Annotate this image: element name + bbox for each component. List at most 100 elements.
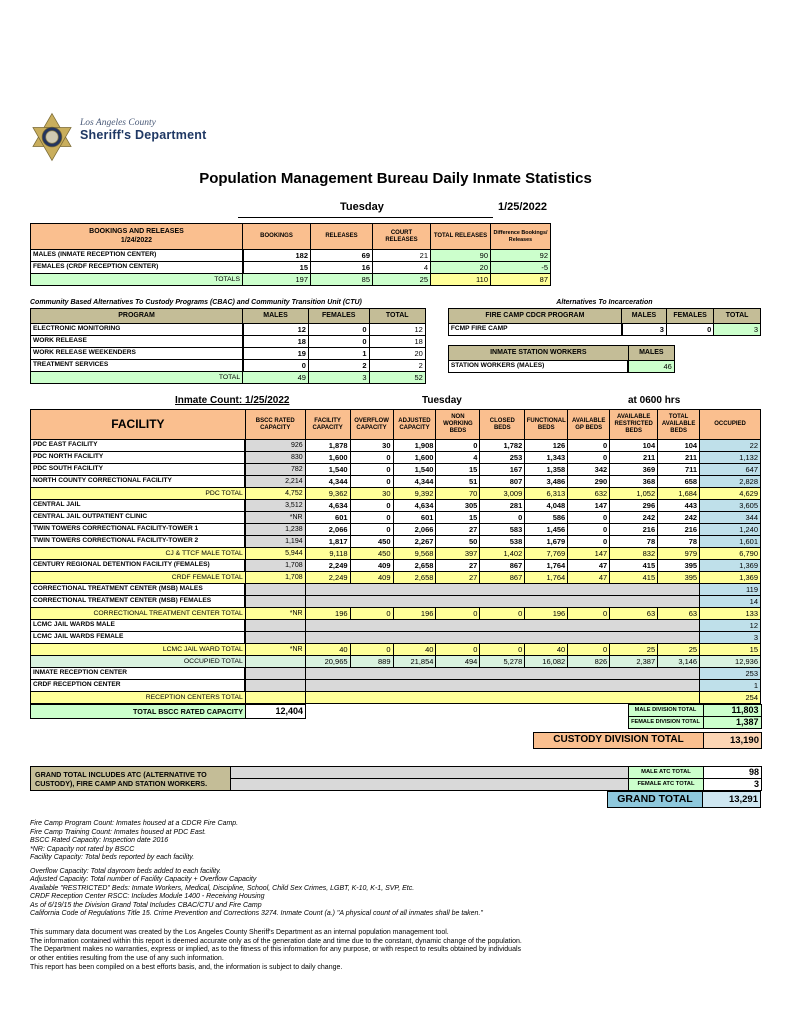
bed-value: 21,854 (392, 655, 437, 668)
bed-value: 450 (349, 547, 394, 560)
bscc-total-table: TOTAL BSCC RATED CAPACITY 12,404 (30, 704, 306, 719)
facility-row: PDC EAST FACILITY 926 1,878 30 1,908 0 1,782 12… (30, 439, 761, 452)
bscc-capacity: 4,752 (244, 487, 306, 500)
table-row: CUSTODY DIVISION TOTAL 13,190 (533, 732, 762, 749)
bscc-capacity: 830 (244, 451, 306, 464)
column-header: TOTAL (713, 308, 761, 324)
bscc-total-label: TOTAL BSCC RATED CAPACITY (30, 704, 246, 719)
footnotes: Fire Camp Program Count: Inmates housed … (30, 820, 761, 919)
bscc-capacity (244, 679, 306, 692)
column-header: FACILITY (30, 409, 246, 440)
facility-row: LCMC JAIL WARD TOTAL *NR 40 0 40 0 0 40 0 25 25 15 (30, 643, 761, 656)
bed-value: 0 (349, 607, 394, 620)
bed-value: 586 (524, 511, 569, 524)
bed-value: 1,402 (479, 547, 526, 560)
total-label: CORRECTIONAL TREATMENT CENTER TOTAL (30, 607, 246, 620)
bscc-capacity: 1,194 (244, 535, 306, 548)
bed-value: 9,392 (392, 487, 437, 500)
column-header: CLOSED BEDS (479, 409, 526, 440)
agency-department: Sheriff's Department (80, 128, 207, 142)
column-header: BOOKINGS (242, 223, 311, 250)
bed-value: 0 (349, 499, 394, 512)
facility-label: NORTH COUNTY CORRECTIONAL FACILITY (30, 475, 247, 488)
bed-value: 196 (524, 607, 569, 620)
bed-value: 0 (479, 607, 526, 620)
column-header: FACILITY CAPACITY (304, 409, 351, 440)
row-label: FCMP FIRE CAMP (447, 323, 623, 336)
table-row: FEMALE DIVISION TOTAL 1,387 (533, 716, 762, 729)
column-header: FEMALES (665, 308, 715, 324)
agency-county: Los Angeles County (80, 118, 156, 128)
bed-value: 47 (567, 571, 611, 584)
facility-label: CENTRAL JAIL OUTPATIENT CLINIC (30, 511, 247, 524)
column-header: AVAILABLE GP BEDS (567, 409, 611, 440)
bookings-value: 182 (242, 249, 311, 262)
facility-label: CENTURY REGIONAL DETENTION FACILITY (FEM… (30, 559, 247, 572)
merged-cell (304, 595, 701, 608)
totals-label: TOTAL (29, 371, 244, 384)
females-value: 0 (307, 335, 370, 348)
footnote-line: Available "RESTRICTED" Beds: Inmate Work… (30, 884, 415, 892)
bookings-totals-row: TOTALS 197 85 25 110 87 (30, 273, 551, 286)
occupied-value: 15 (699, 643, 761, 656)
letterhead: Los Angeles County Sheriff's Department (30, 112, 761, 168)
male-division-value: 11,803 (702, 704, 762, 717)
cbac-table: PROGRAM MALES FEMALES TOTAL ELECTRONIC MONIT… (29, 308, 426, 384)
facility-row: LCMC JAIL WARDS MALE 12 (30, 619, 761, 632)
column-header: TOTAL RELEASES (430, 223, 491, 250)
bscc-capacity (244, 595, 306, 608)
bed-value: 25 (609, 643, 659, 656)
occupied-value: 1,132 (699, 451, 761, 464)
releases-value: 69 (310, 249, 373, 262)
bed-value: 658 (657, 475, 701, 488)
bscc-capacity: 2,214 (244, 475, 306, 488)
facility-row: CENTRAL JAIL 3,512 4,634 0 4,634 305 281 4,048 1… (30, 499, 761, 512)
column-header: FUNCTIONAL BEDS (524, 409, 569, 440)
bscc-capacity: 1,708 (244, 571, 306, 584)
bed-value: 47 (567, 559, 611, 572)
custody-division-label: CUSTODY DIVISION TOTAL (533, 732, 704, 749)
bed-value: 4,344 (392, 475, 437, 488)
bscc-capacity (244, 655, 306, 668)
grand-total-section: GRAND TOTAL INCLUDES ATC (ALTERNATIVE TO… (30, 766, 762, 808)
bed-value: 3,009 (479, 487, 526, 500)
bed-value: 70 (435, 487, 481, 500)
column-header: TOTAL AVAILABLE BEDS (657, 409, 701, 440)
bed-value: 30 (349, 439, 394, 452)
inmate-count-label: Inmate Count: 1/25/2022 (175, 395, 290, 406)
bed-value: 0 (567, 535, 611, 548)
bed-value: 0 (479, 511, 526, 524)
summary-totals: TOTAL BSCC RATED CAPACITY 12,404 MALE DI… (30, 704, 762, 754)
cbac-row: WORK RELEASE WEEKENDERS 19 1 20 (29, 347, 426, 360)
grand-total-table: GRAND TOTAL 13,291 (607, 791, 761, 808)
footnote-line: BSCC Rated Capacity: Inspection date 201… (30, 837, 169, 845)
total-releases-value: 90 (430, 249, 491, 262)
total-releases-value: 20 (430, 261, 491, 274)
cbac-title: Community Based Alternatives To Custody … (30, 299, 362, 306)
facility-label: LCMC JAIL WARDS FEMALE (30, 631, 247, 644)
totals-value: 110 (430, 273, 491, 286)
column-header: ADJUSTED CAPACITY (392, 409, 437, 440)
bscc-total-value: 12,404 (245, 704, 306, 719)
occupied-value: 1,369 (699, 571, 761, 584)
difference-value: 92 (490, 249, 551, 262)
bed-value: 415 (609, 559, 659, 572)
totals-value: 25 (372, 273, 431, 286)
grand-total-note: GRAND TOTAL INCLUDES ATC (ALTERNATIVE TO… (30, 766, 231, 791)
males-value: 0 (242, 359, 309, 372)
females-value: 1 (307, 347, 370, 360)
facility-row: TWIN TOWERS CORRECTIONAL FACILITY-TOWER … (30, 535, 761, 548)
facility-row: CJ & TTCF MALE TOTAL 5,944 9,118 450 9,568 39… (30, 547, 761, 560)
facility-label: PDC SOUTH FACILITY (30, 463, 247, 476)
filler-cell (230, 778, 629, 791)
bed-value: 1,764 (524, 559, 569, 572)
bed-value: 20,965 (304, 655, 351, 668)
report-weekday: Tuesday (340, 201, 384, 213)
facility-row: CORRECTIONAL TREATMENT CENTER (MSB) FEMA… (30, 595, 761, 608)
column-header: Difference Bookings/ Releases (490, 223, 551, 250)
bscc-capacity (244, 691, 306, 704)
total-value: 3 (713, 323, 761, 336)
bed-value: 1,908 (392, 439, 437, 452)
facility-row: LCMC JAIL WARDS FEMALE 3 (30, 631, 761, 644)
